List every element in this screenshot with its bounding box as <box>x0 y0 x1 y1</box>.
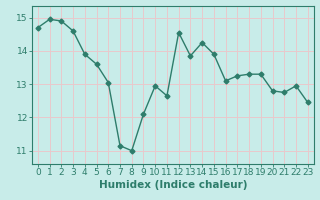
X-axis label: Humidex (Indice chaleur): Humidex (Indice chaleur) <box>99 180 247 190</box>
